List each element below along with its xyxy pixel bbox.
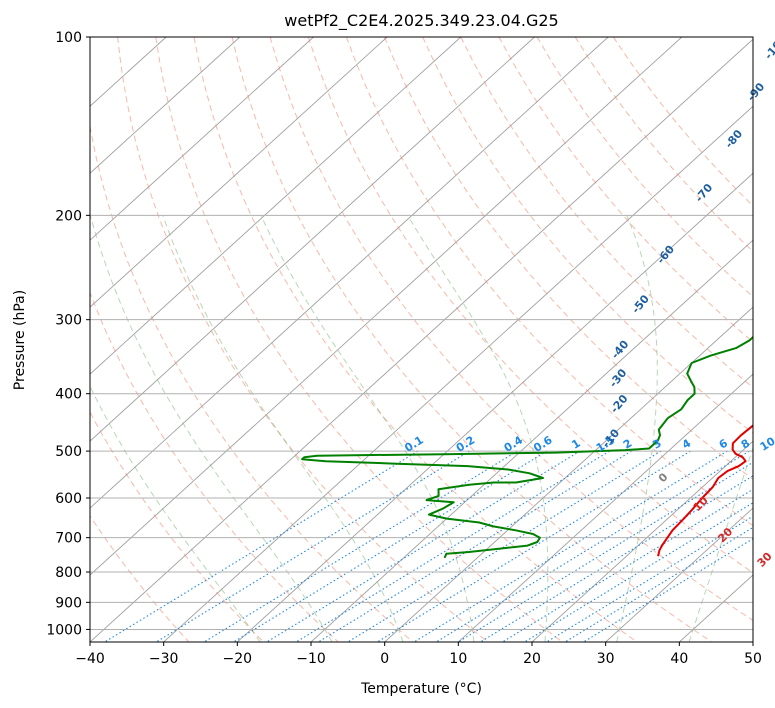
x-tick-label: 10: [449, 651, 467, 667]
mixing-ratio-line: [156, 450, 470, 642]
dry-adiabat-line: [460, 37, 753, 389]
y-tick-label: 900: [55, 595, 82, 611]
isotherm-line: [90, 37, 388, 308]
y-tick-label: 100: [55, 30, 82, 46]
moist-adiabat-line: [260, 215, 475, 642]
dry-adiabat-line: [307, 37, 753, 574]
y-axis-label: Pressure (hPa): [12, 290, 28, 390]
isotherm-line: [90, 37, 462, 375]
y-tick-label: 300: [55, 313, 82, 329]
isotherm-line: [163, 105, 753, 642]
plot-frame: [89, 36, 754, 643]
isotherm-line: [90, 37, 609, 509]
dry-adiabat-line: [90, 123, 414, 642]
dry-adiabat-line: [90, 291, 339, 642]
background-lines: [90, 37, 753, 642]
mixing-ratio-line: [347, 450, 662, 642]
x-tick-label: 0: [380, 651, 389, 667]
isotherm-line: [458, 373, 753, 642]
mixing-ratio-line: [266, 450, 581, 642]
isotherm-line: [237, 172, 753, 642]
isotherm-line: [90, 37, 683, 576]
x-tick-label: −10: [296, 651, 326, 667]
dry-adiabat-line: [345, 37, 753, 527]
y-tick-label: 800: [55, 565, 82, 581]
isotherm-line: [90, 38, 753, 642]
x-tick-label: 40: [670, 651, 688, 667]
mixing-ratio-line: [413, 450, 728, 642]
y-tick-label: 200: [55, 208, 82, 224]
mixing-ratio-line: [104, 450, 419, 642]
temperature-profile-line: [657, 424, 753, 557]
moist-adiabat-line: [688, 446, 753, 642]
x-axis-ticks: −40 −30 −20 −10 0 10 20 30 40 50: [75, 642, 762, 667]
x-tick-label: −40: [75, 651, 105, 667]
mixing-ratio-label: 10: [758, 434, 775, 453]
mixing-ratio-line: [203, 450, 518, 642]
y-axis-ticks: 1000 900 800 700 600 500 400 300 200 100: [46, 30, 90, 638]
moist-adiabat-line: [162, 215, 404, 642]
dry-adiabat-line: [422, 37, 753, 434]
isotherm-line: [90, 37, 241, 174]
isotherm-line: [90, 37, 535, 442]
isotherm-line: [605, 507, 753, 642]
moist-adiabat-line: [90, 215, 333, 642]
x-tick-label: −20: [223, 651, 253, 667]
dry-adiabat-line: [269, 37, 753, 622]
moist-adiabat-line: [407, 215, 549, 642]
y-tick-label: 1000: [46, 622, 82, 638]
x-tick-label: −30: [149, 651, 179, 667]
sounding-profiles: [301, 335, 753, 559]
isotherm-line: [310, 239, 753, 642]
x-tick-label: 20: [523, 651, 541, 667]
moist-adiabat-line: [616, 215, 658, 642]
x-tick-label: 30: [597, 651, 615, 667]
mixing-ratio-line: [318, 450, 632, 642]
dry-adiabat-line: [90, 411, 264, 642]
isotherm-line: [531, 440, 753, 642]
mixing-ratio-line: [295, 450, 610, 642]
mixing-ratio-line: [377, 450, 691, 642]
chart-title: wetPf2_C2E4.2025.349.23.04.G25: [284, 11, 558, 31]
moist-adiabat-line: [90, 385, 261, 642]
dry-adiabat-line: [155, 37, 563, 642]
pressure-gridlines: [90, 37, 753, 630]
mixing-ratio-line: [435, 450, 750, 642]
y-tick-label: 700: [55, 531, 82, 547]
dewpoint-profile-line: [301, 335, 753, 559]
x-axis-label: Temperature (°C): [360, 681, 482, 697]
x-tick-label: 50: [744, 651, 762, 667]
dry-adiabat-line: [117, 37, 488, 642]
y-tick-label: 400: [55, 387, 82, 403]
isotherm-line: [384, 306, 753, 642]
y-tick-label: 500: [55, 444, 82, 460]
isotherm-line: [90, 37, 314, 241]
y-tick-label: 600: [55, 491, 82, 507]
mixing-ratio-line: [458, 461, 753, 642]
mixing-ratio-line: [480, 475, 753, 642]
